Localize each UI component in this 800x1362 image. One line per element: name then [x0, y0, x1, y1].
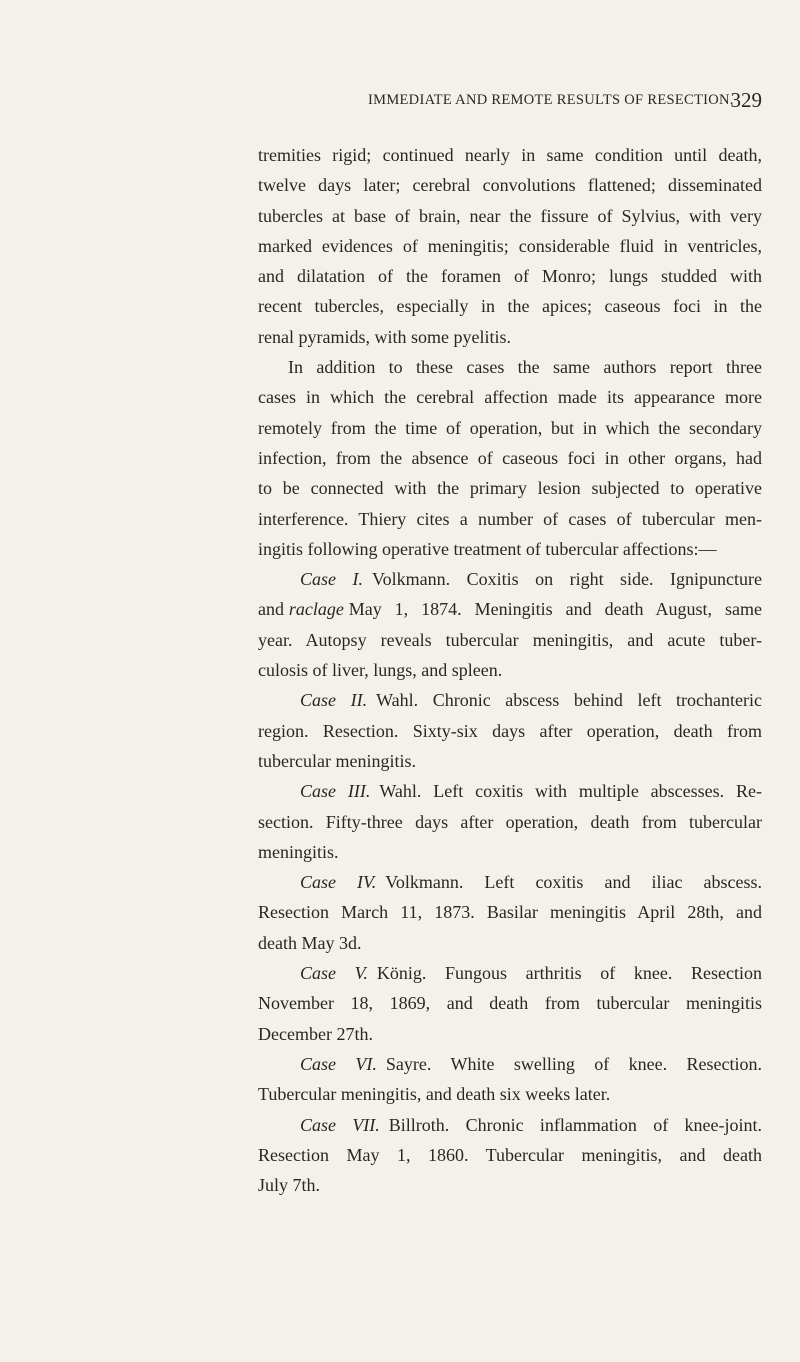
paragraph: tremities rigid; continued nearly in sam… [258, 140, 762, 352]
page-number: 329 [730, 88, 763, 112]
text-segment: region. Resection. Sixty-six days after … [258, 720, 762, 741]
text-segment: tubercular meningitis. [258, 750, 416, 771]
case-label: Case II. [300, 690, 368, 711]
text-segment: year. Autopsy reveals tubercular meningi… [258, 629, 762, 650]
text-line: marked evidences of meningitis; consider… [258, 231, 762, 261]
text-segment: and dilatation of the foramen of Monro; … [258, 266, 762, 287]
case-label: Case IV. [300, 872, 377, 893]
case-paragraph: Case III. Wahl. Left coxitis with multipl… [258, 776, 762, 867]
text-line: Case I. Volkmann. Coxitis on right side. … [258, 564, 762, 594]
text-segment: Billroth. Chronic inflammation of knee-j… [388, 1114, 762, 1135]
text-segment: tremities rigid; continued nearly in sam… [258, 145, 762, 165]
text-line: region. Resection. Sixty-six days after … [258, 716, 762, 746]
text-line: July 7th. [258, 1170, 762, 1200]
text-line: twelve days later; cerebral convolutions… [258, 170, 762, 200]
text-line: section. Fifty-three days after operatio… [258, 807, 762, 837]
header-title: IMMEDIATE AND REMOTE RESULTS OF RESECTIO… [368, 92, 734, 108]
text-segment: section. Fifty-three days after operatio… [258, 811, 762, 832]
text-segment: Volkmann. Left coxitis and iliac abscess… [385, 872, 763, 893]
text-segment: culosis of liver, lungs, and spleen. [258, 660, 503, 681]
text-line: to be connected with the primary lesion … [258, 473, 762, 503]
text-segment: interference. Thiery cites a number of c… [258, 508, 762, 529]
text-segment: Volkmann. Coxitis on right side. Ignipun… [371, 569, 762, 590]
text-segment: July 7th. [258, 1175, 321, 1196]
text-segment: death May 3d. [258, 932, 362, 953]
text-line: tubercles at base of brain, near the fis… [258, 201, 762, 231]
text-segment: tubercles at base of brain, near the fis… [258, 205, 762, 226]
text-line: year. Autopsy reveals tubercular meningi… [258, 625, 762, 655]
text-line: death May 3d. [258, 928, 762, 958]
paragraph: In addition to these cases the same auth… [258, 352, 762, 564]
text-line: cases in which the cerebral affection ma… [258, 382, 762, 412]
text-line: renal pyramids, with some pyelitis. [258, 322, 762, 352]
text-line: Case III. Wahl. Left coxitis with multipl… [258, 776, 762, 806]
text-segment: recent tubercles, especially in the apic… [258, 296, 762, 317]
text-line: meningitis. [258, 837, 762, 867]
text-segment: Tubercular meningitis, and death six wee… [258, 1084, 611, 1105]
text-line: Case VI. Sayre. White swelling of knee. R… [258, 1049, 762, 1079]
text-segment: meningitis. [258, 841, 339, 862]
text-line: ingitis following operative treatment of… [258, 534, 762, 564]
case-label: Case VI. [300, 1053, 377, 1074]
case-paragraph: Case V. König. Fungous arthritis of knee.… [258, 958, 762, 1049]
text-segment: cases in which the cerebral affection ma… [258, 387, 762, 408]
text-segment: December 27th. [258, 1023, 373, 1044]
text-line: November 18, 1869, and death from tuberc… [258, 988, 762, 1018]
text-segment: raclage [288, 599, 344, 620]
body-text: tremities rigid; continued nearly in sam… [258, 140, 762, 1200]
case-paragraph: Case VI. Sayre. White swelling of knee. R… [258, 1049, 762, 1110]
text-line: remotely from the time of operation, but… [258, 413, 762, 443]
text-segment: Sayre. White swelling of knee. Resection… [385, 1053, 762, 1074]
case-label: Case V. [300, 963, 368, 984]
text-segment: November 18, 1869, and death from tuberc… [258, 993, 762, 1014]
text-segment: to be connected with the primary lesion … [258, 478, 762, 499]
case-label: Case VII. [300, 1114, 380, 1135]
text-line: and raclage May 1, 1874. Meningitis and de… [258, 594, 762, 624]
text-segment: Wahl. Chronic abscess behind left trocha… [376, 690, 762, 711]
text-segment: Resection March 11, 1873. Basilar mening… [258, 902, 762, 923]
text-segment: In addition to these cases the same auth… [288, 357, 762, 378]
text-line: Resection March 11, 1873. Basilar mening… [258, 897, 762, 927]
text-segment: infection, from the absence of caseous f… [258, 447, 762, 468]
text-segment: and [258, 599, 284, 620]
text-line: tremities rigid; continued nearly in sam… [258, 140, 762, 170]
text-segment: May 1, 1874. Meningitis and death August… [348, 599, 762, 620]
text-line: infection, from the absence of caseous f… [258, 443, 762, 473]
case-paragraph: Case VII. Billroth. Chronic inflammation … [258, 1110, 762, 1201]
text-segment: Wahl. Left coxitis with multiple abscess… [379, 781, 763, 802]
text-line: December 27th. [258, 1019, 762, 1049]
text-line: culosis of liver, lungs, and spleen. [258, 655, 762, 685]
text-segment: ingitis following operative treatment of… [258, 538, 717, 559]
text-segment: marked evidences of meningitis; consider… [258, 235, 762, 256]
case-label: Case III. [300, 781, 371, 802]
text-segment: König. Fungous arthritis of knee. Resect… [376, 963, 762, 984]
text-line: Case II. Wahl. Chronic abscess behind lef… [258, 685, 762, 715]
text-line: Tubercular meningitis, and death six wee… [258, 1079, 762, 1109]
text-line: recent tubercles, especially in the apic… [258, 291, 762, 321]
text-segment: renal pyramids, with some pyelitis. [258, 326, 511, 347]
text-line: and dilatation of the foramen of Monro; … [258, 261, 762, 291]
text-line: Case IV. Volkmann. Left coxitis and iliac… [258, 867, 762, 897]
case-paragraph: Case II. Wahl. Chronic abscess behind lef… [258, 685, 762, 776]
text-line: tubercular meningitis. [258, 746, 762, 776]
text-line: In addition to these cases the same auth… [258, 352, 762, 382]
case-paragraph: Case IV. Volkmann. Left coxitis and iliac… [258, 867, 762, 958]
text-segment: Resection May 1, 1860. Tubercular mening… [258, 1144, 762, 1165]
text-segment: twelve days later; cerebral convolutions… [258, 175, 762, 196]
text-line: Case VII. Billroth. Chronic inflammation … [258, 1110, 762, 1140]
text-line: Resection May 1, 1860. Tubercular mening… [258, 1140, 762, 1170]
text-line: interference. Thiery cites a number of c… [258, 504, 762, 534]
case-label: Case I. [300, 569, 363, 590]
text-line: Case V. König. Fungous arthritis of knee.… [258, 958, 762, 988]
case-paragraph: Case I. Volkmann. Coxitis on right side. … [258, 564, 762, 685]
running-header: IMMEDIATE AND REMOTE RESULTS OF RESECTIO… [258, 88, 762, 114]
text-segment: remotely from the time of operation, but… [258, 417, 762, 438]
